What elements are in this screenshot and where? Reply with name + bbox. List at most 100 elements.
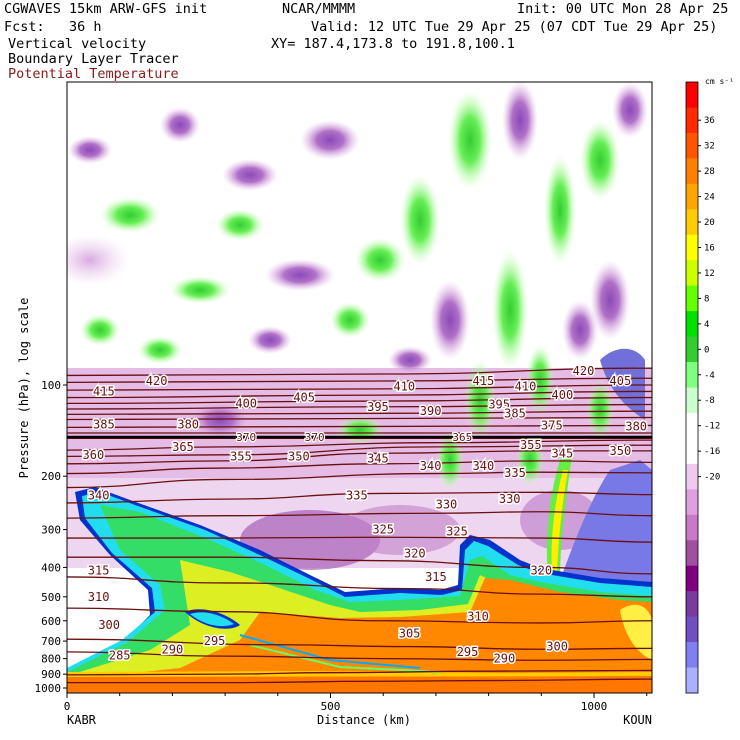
theta-contour-400 — [67, 396, 652, 405]
velocity-cell — [265, 259, 335, 291]
velocity-cell — [100, 197, 160, 233]
contour-label: 310 — [467, 609, 489, 623]
velocity-cell — [222, 159, 278, 191]
theta-contour-405 — [67, 390, 652, 399]
contour-label: 285 — [109, 648, 131, 662]
velocity-cell — [590, 260, 630, 340]
header-fcst: Fcst: 36 h — [4, 19, 102, 35]
contour-label: 300 — [546, 640, 568, 654]
velocity-cell — [216, 209, 264, 241]
velocity-cell — [448, 90, 492, 190]
left-station-label: KABR — [67, 713, 97, 727]
contour-label: 340 — [88, 489, 110, 503]
colorbar-swatch — [686, 311, 698, 338]
colorbar-swatch — [686, 260, 698, 287]
velocity-cell — [138, 336, 182, 364]
velocity-cell — [580, 120, 620, 200]
colorbar-label: -16 — [704, 447, 720, 457]
colorbar-label: -8 — [704, 396, 715, 406]
contour-label: 400 — [552, 388, 574, 402]
velocity-cell — [544, 155, 576, 265]
contour-label: 340 — [473, 459, 495, 473]
contour-label: 385 — [504, 406, 526, 420]
colorbar-label: 32 — [704, 142, 715, 152]
velocity-cell — [516, 434, 544, 486]
colorbar-swatch — [686, 387, 698, 414]
theta-contour-290 — [67, 678, 652, 684]
right-station-label: KOUN — [623, 713, 652, 727]
colorbar-frame — [685, 81, 699, 694]
theta-contour-305 — [67, 638, 652, 650]
y-tick-label: 900 — [41, 668, 61, 681]
colorbar-label: 8 — [704, 294, 709, 304]
colorbar-label: 0 — [704, 345, 709, 355]
colorbar-swatch — [686, 616, 698, 643]
contour-label: 315 — [88, 564, 110, 578]
header-field-potential-temperature: Potential Temperature — [8, 66, 179, 82]
y-tick-label: 1000 — [35, 682, 62, 695]
y-axis-label: Pressure (hPa), log scale — [17, 298, 31, 479]
y-tick-label: 700 — [41, 635, 61, 648]
contour-label: 325 — [372, 523, 394, 537]
contour-label: 405 — [293, 391, 315, 405]
contour-label: 290 — [494, 652, 516, 666]
contour-label: 305 — [399, 626, 421, 640]
x-axis-label: Distance (km) — [317, 713, 411, 727]
colorbar-label: 24 — [704, 193, 715, 203]
velocity-cell — [400, 175, 440, 265]
contour-label: 295 — [457, 645, 479, 659]
theta-contour-395 — [67, 403, 652, 410]
contour-label: 385 — [93, 417, 115, 431]
contour-label: 390 — [420, 404, 442, 418]
contour-label: 350 — [288, 449, 310, 463]
contour-label: 395 — [488, 398, 510, 412]
colorbar-label: -20 — [704, 473, 720, 483]
velocity-cell — [388, 346, 432, 374]
contour-label: 295 — [204, 634, 226, 648]
colorbar-label: 36 — [704, 116, 715, 126]
colorbar-label: 28 — [704, 167, 715, 177]
y-tick-label: 800 — [41, 653, 61, 666]
contour-label: 300 — [98, 618, 120, 632]
velocity-cell — [170, 276, 230, 304]
theta-contour-325 — [67, 536, 652, 543]
colorbar-swatch — [686, 107, 698, 134]
colorbar-swatch — [686, 642, 698, 669]
velocity-cell — [436, 430, 464, 490]
plot-frame — [66, 81, 653, 694]
velocity-cell — [300, 120, 360, 160]
colorbar: 36 32 28 24 20 16 12 8 4 0 -4 -8 -12 -16 -20 — [685, 81, 720, 694]
theta-contour-340 — [67, 471, 652, 489]
contour-label: 315 — [425, 570, 447, 584]
header-field-vertical-velocity: Vertical velocity — [8, 36, 147, 52]
header-field-blt: Boundary Layer Tracer — [8, 51, 179, 67]
contour-label: 345 — [367, 452, 389, 466]
velocity-cell — [355, 238, 405, 282]
theta-contour-380 — [67, 424, 652, 429]
x-tick-label: 500 — [321, 700, 341, 713]
contour-label: 415 — [93, 384, 115, 398]
velocity-cell — [586, 380, 614, 440]
colorbar-label: 4 — [704, 320, 709, 330]
theta-contour-410 — [67, 384, 652, 391]
tropopause-label: 365 — [452, 431, 472, 444]
velocity-cell — [492, 250, 528, 370]
contour-label: 420 — [146, 374, 168, 388]
tropopause-label: 370 — [305, 431, 325, 444]
velocity-cell — [430, 280, 470, 360]
y-tick-label: 400 — [41, 561, 61, 574]
theta-contour-350 — [67, 450, 652, 465]
colorbar-swatch — [686, 234, 698, 261]
theta-contour-315 — [67, 576, 652, 598]
contour-label: 410 — [515, 379, 537, 393]
theta-contour-335 — [67, 491, 652, 504]
colorbar-label: 12 — [704, 269, 715, 279]
x-tick-label: 0 — [64, 700, 71, 713]
colorbar-swatch — [686, 591, 698, 618]
colorbar-swatch — [686, 412, 698, 439]
contour-label: 330 — [499, 492, 521, 506]
contour-label: 360 — [83, 448, 105, 462]
vertical-velocity-field: 415 420 405 410 415 410 420 405 400 395 395 400 390 3… — [67, 82, 652, 693]
colorbar-swatch — [686, 209, 698, 236]
